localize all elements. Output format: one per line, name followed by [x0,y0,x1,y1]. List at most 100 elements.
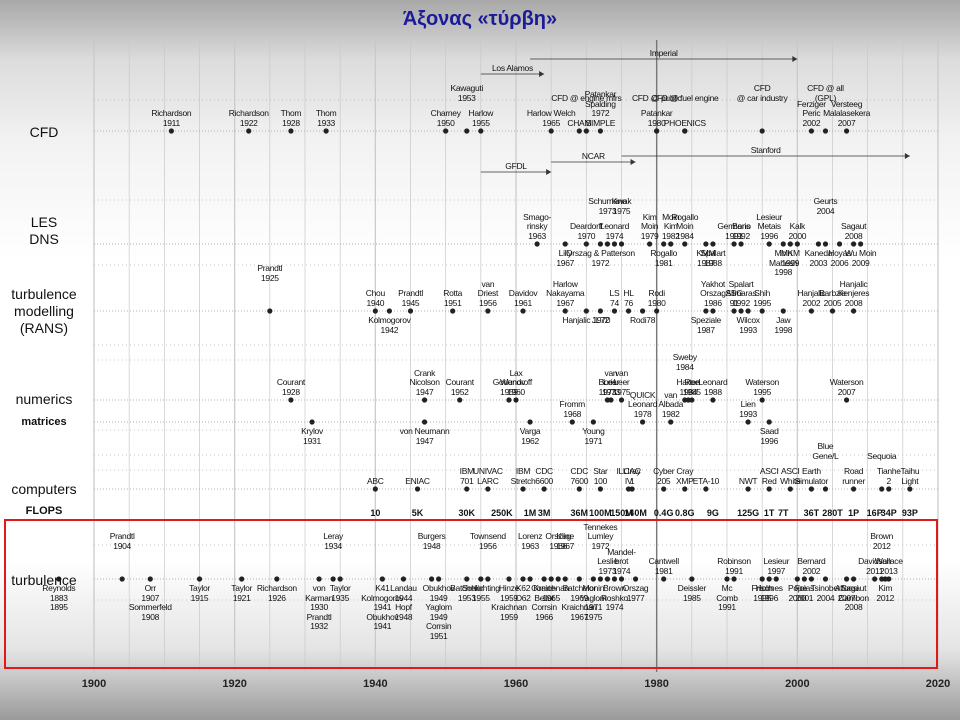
event-text: 1967 [556,257,575,268]
event-marker [822,576,829,582]
flops-value: 1T [763,508,775,518]
event-text: IBM [515,466,531,476]
event-marker [731,241,737,247]
event-marker [851,241,857,247]
event-text: Speziale [690,315,722,325]
event-label: ABC [367,476,384,487]
flops-value: 9G [706,508,719,518]
event-text: 1973 [602,386,620,397]
event-text: ILLIAC [616,466,641,476]
event-marker [822,241,829,247]
event-text: Holmes [755,583,783,593]
event-marker [168,128,174,134]
event-text: Leer [613,377,630,387]
event-text: 1967 [556,540,575,551]
event-label: Cray 1 [624,466,641,486]
event-text: Smago- [523,211,552,222]
event-text: 1992 [732,230,750,241]
event-marker [309,419,315,425]
event-marker [239,576,245,582]
flops-value: 1M [523,508,537,518]
event-text: Leonard [698,377,728,387]
turbulence-highlight-box [4,519,938,669]
year-tick-label: 1960 [503,678,529,690]
event-marker [780,308,786,314]
event-marker [421,397,428,403]
event-marker [766,576,772,582]
event-marker [745,419,751,425]
event-marker [668,419,674,425]
event-marker [583,241,589,247]
event-text: 1911 [162,117,180,128]
event-marker [485,486,491,492]
event-label: MKM 1999 [781,248,800,268]
event-label: Robinson 1991 [717,556,751,576]
event-text: Townsend [469,531,506,541]
event-text: 1979 [640,230,659,241]
event-label: Earth Simulator [795,466,829,486]
event-text: Young [582,426,605,436]
event-label: Thom 1928 [281,108,302,128]
event-text: 1998 [774,324,793,335]
flops-value: 36T [803,508,820,518]
event-marker [731,576,737,582]
event-text: 1925 [260,272,279,283]
event-label: Richardson 1926 [256,583,297,603]
event-text: 1948 [394,611,413,622]
event-text: Moin [676,221,694,231]
event-label: Star 100 [593,466,608,486]
flops-value: 93P [901,508,918,518]
event-marker [597,128,604,134]
band-label: NCAR [581,151,605,161]
event-text: @ car industry [736,92,788,103]
event-text: 1926 [268,592,286,603]
event-text: Deissler [677,583,707,593]
event-marker [766,419,772,425]
event-text: Charney [430,108,461,118]
event-text: Orszag [622,583,649,593]
event-label: Charney 1950 [430,108,461,128]
event-marker [668,241,674,247]
event-text: CDC [570,466,589,476]
event-text: 2009 [851,257,870,268]
event-text: Yakhot [700,278,725,289]
event-text: 1972 [591,540,610,551]
event-text: Landau [390,583,417,593]
event-marker [246,128,252,134]
row-label-turbulence: turbulence [2,572,86,589]
event-text: Obukhov [366,611,399,622]
event-label: Patankar Spalding 1972 SIMPLE [585,89,617,128]
event-label: Foias 2001 [794,583,815,603]
event-marker [506,576,512,582]
event-marker [147,576,153,582]
event-text: Foias [794,583,815,593]
event-label: CFD @ public [632,93,682,104]
event-marker [274,576,280,582]
event-text: Richardson [256,583,297,593]
event-marker [562,576,568,582]
flops-value: 125G [737,508,760,518]
event-marker [464,486,470,492]
event-marker [822,128,829,134]
event-label: Landau 1944 Hopf 1948 [390,583,417,622]
event-label: Roe 1985 [683,377,701,397]
event-text: 1949 [429,592,448,603]
event-text: Boris [598,377,617,387]
event-marker [710,241,716,247]
event-text: 1966 [549,540,568,551]
event-marker [450,308,456,314]
event-marker [485,308,491,314]
event-label: Orszag 1977 [622,583,649,603]
event-marker [618,241,625,247]
event-marker [323,128,329,134]
event-text: 1991 [725,230,743,241]
event-text: Harlow [468,108,494,118]
event-label: Kraichnan 1965 [533,583,569,603]
event-text: ETA-10 [692,475,720,486]
event-text: 1907 [141,592,160,603]
event-text: Red [761,475,777,486]
event-text: rinsky [526,221,548,231]
event-label: JL72 [592,315,610,326]
event-text: 1975 [612,205,631,216]
event-marker [710,397,716,403]
